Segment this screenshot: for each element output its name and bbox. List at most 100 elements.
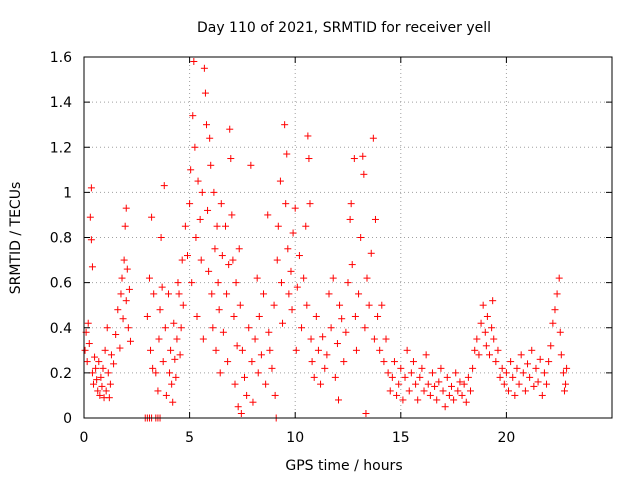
- data-point: [99, 364, 107, 372]
- data-point: [279, 319, 287, 327]
- data-point: [447, 382, 455, 390]
- data-point: [409, 358, 417, 366]
- data-point: [126, 337, 134, 345]
- data-point: [167, 346, 175, 354]
- data-point: [559, 369, 567, 377]
- data-point: [519, 369, 527, 377]
- data-point: [555, 274, 563, 282]
- data-point: [509, 373, 517, 381]
- data-point: [477, 319, 485, 327]
- data-point: [374, 312, 382, 320]
- data-point: [257, 351, 265, 359]
- x-tick-label: 10: [286, 430, 304, 446]
- data-point: [285, 290, 293, 298]
- data-point: [117, 290, 125, 298]
- data-point: [435, 378, 443, 386]
- data-point: [370, 335, 378, 343]
- data-point: [114, 306, 122, 314]
- data-point: [507, 358, 515, 366]
- data-point: [399, 396, 407, 404]
- data-point: [181, 222, 189, 230]
- data-point: [363, 274, 371, 282]
- data-point: [204, 206, 212, 214]
- data-point: [562, 380, 570, 388]
- data-point: [152, 369, 160, 377]
- data-point: [293, 283, 301, 291]
- y-tick-label: 0.6: [50, 276, 72, 292]
- data-point: [312, 312, 320, 320]
- y-tick-label: 0.2: [50, 366, 72, 382]
- data-point: [155, 335, 163, 343]
- data-point: [265, 328, 273, 336]
- y-tick-label: 1.2: [50, 140, 72, 156]
- data-point: [277, 279, 285, 287]
- data-point: [106, 380, 114, 388]
- y-tick-label: 1: [63, 185, 72, 201]
- data-point: [424, 380, 432, 388]
- data-point: [511, 391, 519, 399]
- data-point: [164, 290, 172, 298]
- data-point: [563, 364, 571, 372]
- grid: [84, 57, 612, 418]
- data-point: [251, 335, 259, 343]
- data-point: [186, 200, 194, 208]
- data-point: [347, 200, 355, 208]
- data-point: [303, 301, 311, 309]
- data-point: [357, 234, 365, 241]
- data-point: [177, 324, 185, 332]
- data-point: [528, 346, 536, 354]
- data-point: [452, 369, 460, 377]
- data-point: [454, 387, 462, 395]
- data-point: [323, 351, 331, 359]
- data-point: [88, 263, 96, 271]
- data-point: [254, 369, 262, 377]
- data-point: [110, 360, 118, 368]
- data-point: [273, 256, 281, 264]
- data-point: [543, 380, 551, 388]
- data-point: [201, 89, 209, 97]
- data-point: [158, 283, 166, 291]
- data-point: [560, 387, 568, 395]
- data-point: [174, 279, 182, 287]
- data-point: [238, 346, 246, 354]
- data-point: [414, 396, 422, 404]
- data-point: [534, 378, 542, 386]
- data-point: [466, 387, 474, 395]
- data-point: [122, 204, 130, 212]
- data-point: [194, 177, 202, 185]
- data-point: [85, 340, 93, 348]
- data-point: [401, 373, 409, 381]
- data-point: [321, 364, 329, 372]
- data-point: [412, 380, 420, 388]
- data-point: [161, 324, 169, 332]
- data-point: [502, 369, 510, 377]
- data-point: [386, 387, 394, 395]
- data-point: [217, 200, 225, 208]
- data-point: [96, 391, 104, 399]
- data-point: [473, 335, 481, 343]
- data-point: [107, 351, 115, 359]
- data-point: [460, 380, 468, 388]
- data-point: [325, 290, 333, 298]
- data-point: [369, 134, 377, 142]
- data-point: [274, 222, 282, 230]
- data-point: [224, 358, 232, 366]
- data-point: [361, 324, 369, 332]
- data-point: [93, 376, 101, 384]
- data-point: [90, 380, 98, 388]
- data-point: [94, 387, 102, 395]
- data-point: [302, 222, 310, 230]
- data-point: [505, 387, 513, 395]
- data-point: [233, 342, 241, 350]
- data-point: [255, 312, 263, 320]
- data-point: [116, 344, 124, 352]
- data-point: [228, 211, 236, 219]
- data-point: [418, 364, 426, 372]
- y-tick-label: 0: [63, 411, 72, 427]
- data-point: [439, 387, 447, 395]
- data-point: [388, 373, 396, 381]
- data-point: [469, 364, 477, 372]
- data-point: [271, 391, 279, 399]
- data-point: [103, 324, 111, 332]
- data-point: [166, 369, 174, 377]
